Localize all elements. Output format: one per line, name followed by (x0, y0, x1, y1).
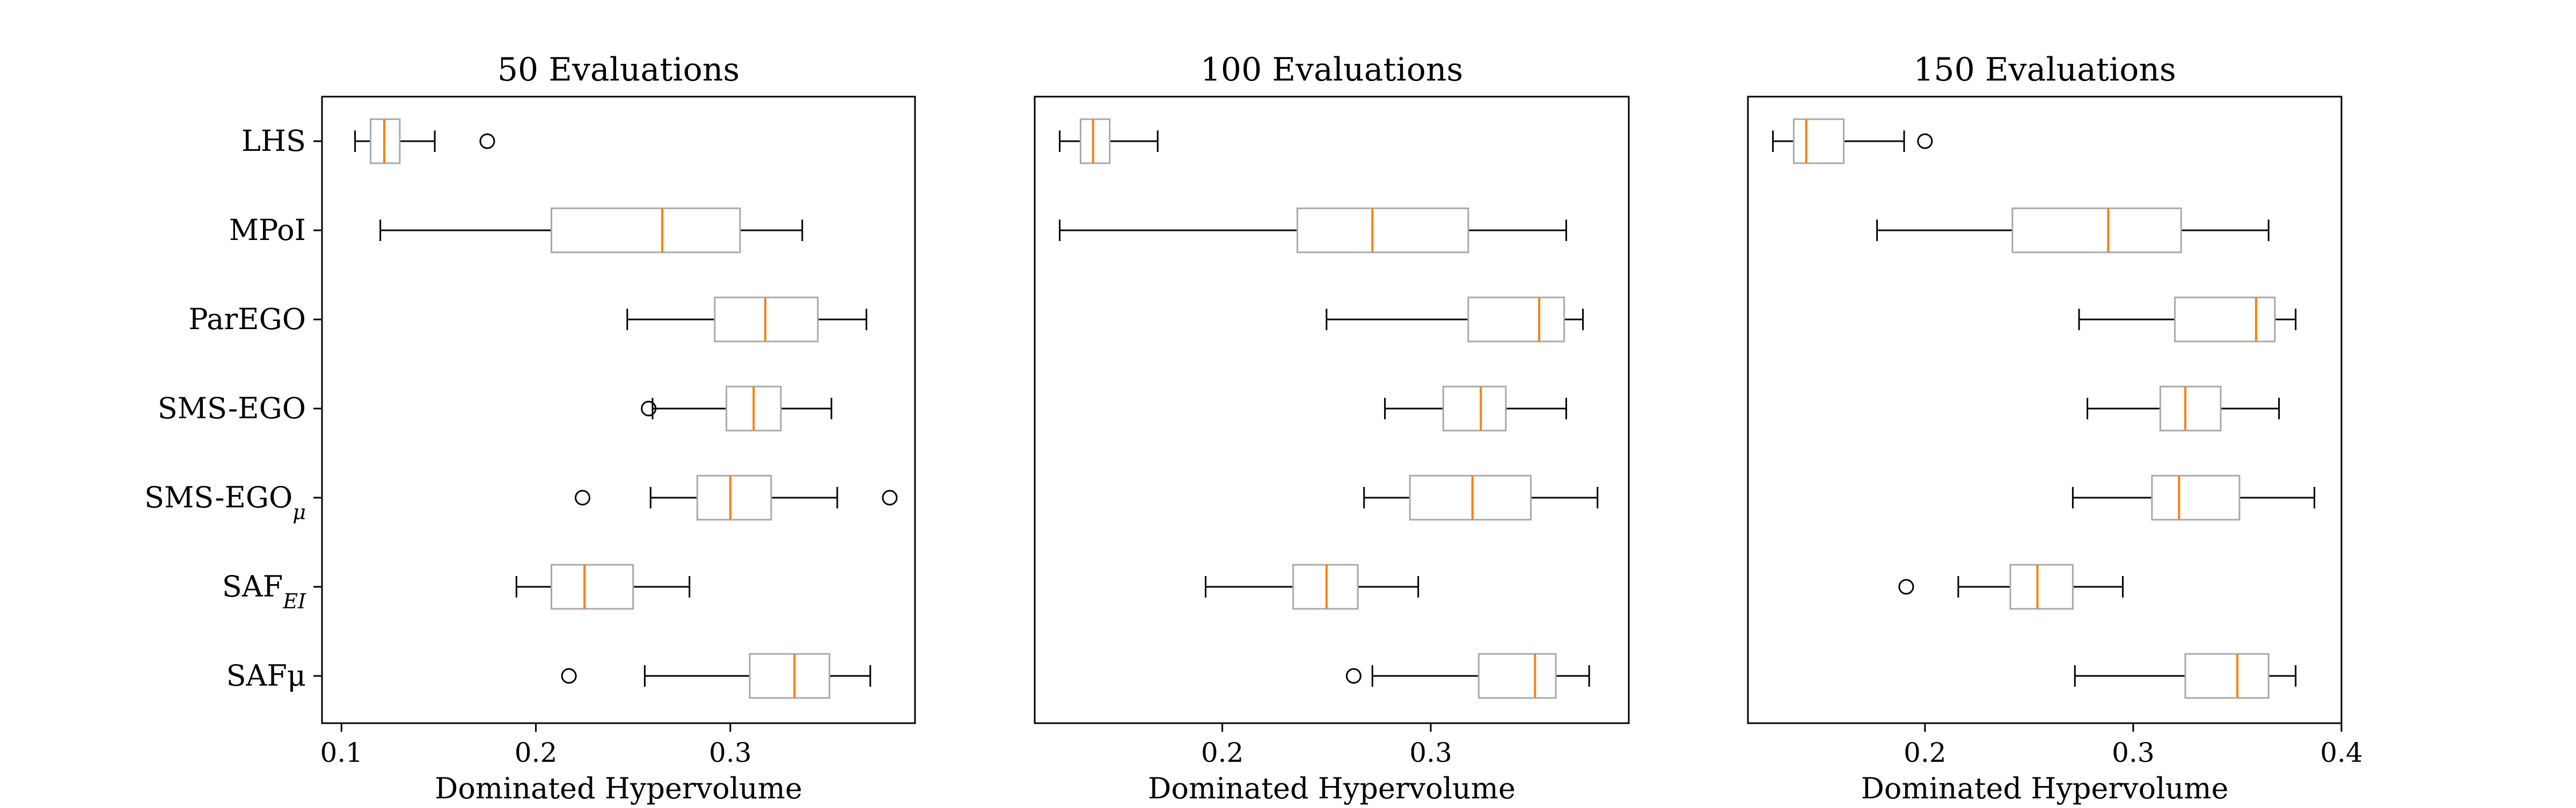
iqr-box (1792, 118, 1845, 164)
panel-title: 100 Evaluations (1201, 51, 1463, 89)
category-label: ParEGO (188, 302, 306, 336)
axes-frame (1034, 96, 1630, 724)
category-label: SMS-EGOμ (144, 481, 306, 524)
panel-100-evaluations: 100 Evaluations Dominated Hypervolume 0.… (1034, 51, 1630, 805)
iqr-box (2174, 296, 2276, 343)
outlier-point (574, 490, 590, 506)
category-label-text: MPoI (229, 213, 306, 247)
box-saf- (561, 653, 872, 699)
outlier-point (882, 490, 898, 506)
box-parego (2078, 296, 2297, 343)
outlier-point (1345, 668, 1362, 684)
category-label-text: SMS-EGO (144, 481, 292, 514)
box-mpoi (1876, 207, 2270, 253)
x-tick-label: 0.3 (709, 737, 752, 768)
iqr-box (2151, 475, 2241, 521)
iqr-box (696, 475, 772, 521)
category-label-subscript: μ (292, 500, 306, 524)
x-axis-label: Dominated Hypervolume (435, 771, 802, 805)
x-axis-label: Dominated Hypervolume (1148, 771, 1516, 805)
x-tick-label: 0.3 (2112, 737, 2155, 768)
box-saf- (1345, 653, 1590, 699)
iqr-box (551, 207, 741, 253)
panel-title: 150 Evaluations (1913, 51, 2176, 89)
iqr-box (1477, 653, 1557, 699)
iqr-box (2009, 564, 2074, 610)
outlier-point (1898, 579, 1914, 595)
category-label: LHS (241, 124, 306, 158)
category-label-text: LHS (241, 124, 306, 158)
box-mpoi (379, 207, 803, 253)
box-parego (1326, 296, 1584, 343)
box-parego (626, 296, 867, 343)
iqr-box (749, 653, 831, 699)
category-label: SMS-EGO (158, 391, 306, 425)
iqr-box (2184, 653, 2270, 699)
x-tick-label: 0.2 (515, 737, 558, 768)
box-sms-ego- (1363, 475, 1599, 521)
category-label: MPoI (229, 213, 306, 247)
box-sms-ego (1384, 385, 1567, 432)
panel-title: 50 Evaluations (497, 51, 740, 89)
iqr-box (2011, 207, 2182, 253)
box-sms-ego (2087, 385, 2280, 432)
iqr-box (1079, 118, 1111, 164)
x-tick-label: 0.1 (320, 737, 363, 768)
category-label-text: SAFμ (226, 659, 306, 693)
iqr-box (1467, 296, 1565, 343)
outlier-point (479, 133, 495, 149)
box-sms-ego- (574, 475, 898, 521)
x-tick-label: 0.2 (1201, 737, 1244, 768)
box-lhs (1772, 118, 1933, 164)
box-lhs (354, 118, 495, 164)
iqr-box (551, 564, 634, 610)
iqr-box (1409, 475, 1532, 521)
outlier-point (561, 668, 577, 684)
x-tick-label: 0.2 (1904, 737, 1946, 768)
box-lhs (1059, 118, 1159, 164)
category-label: SAFμ (226, 659, 306, 693)
category-label-subscript: EI (282, 589, 306, 613)
category-label-text: SMS-EGO (158, 391, 306, 425)
panel-50-evaluations: 50 Evaluations Dominated Hypervolume 0.1… (313, 51, 916, 805)
iqr-box (2159, 385, 2222, 432)
panel-150-evaluations: 150 Evaluations Dominated Hypervolume 0.… (1747, 51, 2363, 805)
box-mpoi (1059, 207, 1567, 253)
outlier-point (1917, 133, 1933, 149)
x-axis-label: Dominated Hypervolume (1861, 771, 2229, 805)
box-saf-ei (1898, 564, 2124, 610)
category-label-text: SAF (222, 570, 283, 603)
axes-frame (321, 96, 916, 724)
outlier-point (641, 401, 657, 417)
category-label: SAFEI (222, 570, 306, 613)
box-saf-ei (515, 564, 691, 610)
box-sms-ego- (2072, 475, 2316, 521)
iqr-box (1296, 207, 1469, 253)
box-saf- (2074, 653, 2297, 699)
iqr-box (1442, 385, 1507, 432)
box-saf-ei (1205, 564, 1419, 610)
box-sms-ego (641, 385, 832, 432)
x-tick-label: 0.4 (2320, 737, 2363, 768)
axes-frame (1747, 96, 2343, 724)
category-label-text: ParEGO (188, 302, 306, 336)
x-tick-label: 0.3 (1409, 737, 1452, 768)
